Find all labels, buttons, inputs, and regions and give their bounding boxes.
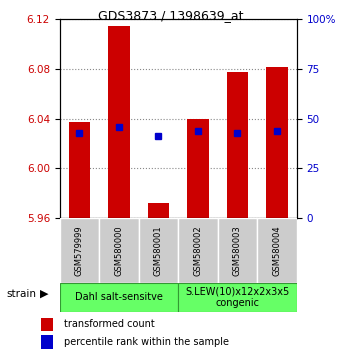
Bar	[108, 25, 130, 218]
Text: strain: strain	[7, 289, 37, 299]
Text: ▶: ▶	[40, 289, 48, 299]
Text: GSM579999: GSM579999	[75, 225, 84, 276]
Bar	[178, 283, 297, 312]
Bar	[178, 218, 218, 283]
Bar	[187, 119, 209, 218]
Text: Dahl salt-sensitve: Dahl salt-sensitve	[75, 292, 163, 302]
Text: GSM580002: GSM580002	[193, 225, 203, 276]
Bar	[266, 67, 288, 218]
Text: GSM580001: GSM580001	[154, 225, 163, 276]
Bar	[226, 72, 248, 218]
Bar	[60, 218, 99, 283]
Bar	[148, 203, 169, 218]
Text: GSM580000: GSM580000	[115, 225, 123, 276]
Bar	[99, 218, 139, 283]
Bar	[139, 218, 178, 283]
Text: S.LEW(10)x12x2x3x5
congenic: S.LEW(10)x12x2x3x5 congenic	[185, 286, 290, 308]
Bar	[69, 122, 90, 218]
Bar	[60, 283, 178, 312]
Bar	[257, 218, 297, 283]
Bar	[41, 318, 53, 331]
Text: GDS3873 / 1398639_at: GDS3873 / 1398639_at	[98, 9, 243, 22]
Text: transformed count: transformed count	[64, 319, 155, 329]
Bar	[218, 218, 257, 283]
Text: percentile rank within the sample: percentile rank within the sample	[64, 337, 229, 347]
Text: GSM580003: GSM580003	[233, 225, 242, 276]
Text: GSM580004: GSM580004	[272, 225, 281, 276]
Bar	[41, 335, 53, 349]
